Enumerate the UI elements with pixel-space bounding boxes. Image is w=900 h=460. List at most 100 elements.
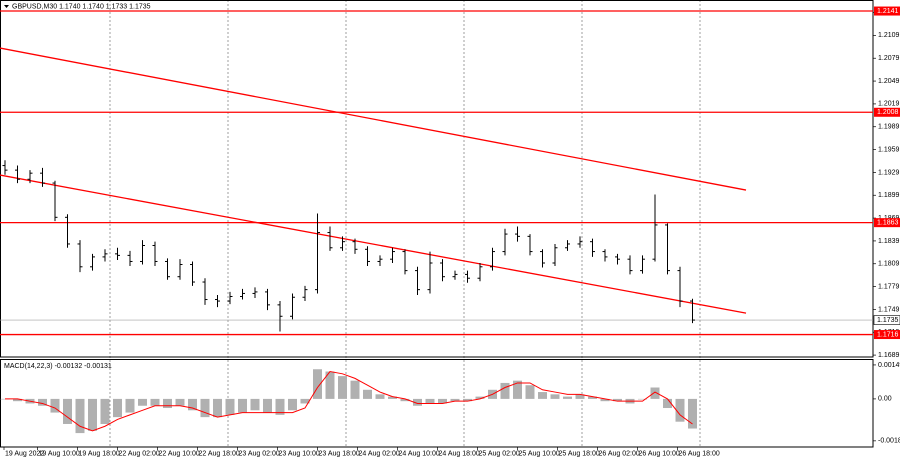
x-tick-label: 22 Aug 10:00 [159, 450, 200, 457]
x-tick-label: 23 Aug 10:00 [279, 450, 320, 457]
macd-bar [525, 385, 535, 399]
x-tick-label: 23 Aug 02:00 [239, 450, 280, 457]
macd-bar [475, 396, 485, 399]
y-tick-label: 1.2079 [878, 55, 900, 62]
macd-bar [100, 398, 110, 424]
y-tick-label: 0.00149 [878, 362, 900, 369]
level-label: 1.1716 [877, 331, 899, 338]
macd-bar [588, 396, 597, 399]
y-tick-label: 1.2049 [878, 78, 900, 85]
x-tick-label: 26 Aug 02:00 [599, 450, 640, 457]
macd-bar [125, 398, 135, 413]
macd-pane-frame [0, 359, 874, 448]
y-tick-label: 1.1959 [878, 146, 900, 153]
main-pane-frame [0, 0, 874, 358]
chart-title: GBPUSD,M30 1.1740 1.1740 1.1733 1.1735 [12, 3, 151, 10]
macd-bar [13, 398, 22, 402]
macd-bar [88, 398, 97, 431]
y-tick-label: 0.00 [878, 396, 892, 403]
x-tick-label: 26 Aug 18:00 [679, 450, 720, 457]
macd-bar [250, 398, 260, 411]
macd-bar [175, 398, 185, 406]
level-label-box [874, 6, 900, 16]
macd-bar [375, 394, 385, 399]
macd-bar [550, 394, 560, 399]
x-tick-label: 19 Aug 10:00 [39, 450, 80, 457]
last-price-label: 1.1735 [877, 317, 899, 324]
level-label-box [874, 218, 900, 228]
macd-bar [300, 398, 310, 404]
macd-bar [38, 398, 47, 406]
y-tick-label: 1.2019 [878, 101, 900, 108]
macd-bar [263, 398, 272, 413]
macd-bar [113, 398, 122, 418]
period-separators [109, 0, 701, 447]
x-tick-label: 19 Aug 18:00 [79, 450, 120, 457]
y-tick-label: 1.1749 [878, 306, 900, 313]
macd-bar [325, 371, 335, 399]
y-tick-label: -0.00184 [878, 438, 900, 445]
y-tick-label: 1.1929 [878, 169, 900, 176]
level-label: 1.2141 [877, 8, 899, 15]
x-tick-label: 24 Aug 02:00 [359, 450, 400, 457]
level-label-box [874, 330, 900, 340]
macd-bar [463, 398, 472, 402]
macd-bar [200, 398, 210, 418]
signal-line [5, 370, 693, 432]
y-tick-label: 1.1809 [878, 261, 900, 268]
macd-bar [50, 398, 60, 413]
macd-bar [313, 369, 322, 399]
macd-bar [613, 398, 622, 402]
macd-bar [425, 398, 435, 404]
macd-bar [288, 398, 297, 411]
macd-bar [213, 398, 222, 418]
macd-bar [600, 398, 610, 402]
x-tick-label: 23 Aug 18:00 [319, 450, 360, 457]
macd-bar [400, 398, 410, 402]
y-tick-label: 1.1689 [878, 352, 900, 359]
macd-bar [450, 398, 460, 402]
x-tick-label: 24 Aug 18:00 [439, 450, 480, 457]
x-tick-label: 25 Aug 02:00 [479, 450, 520, 457]
y-tick-label: 1.2109 [878, 32, 900, 39]
y-tick-label: 1.1839 [878, 238, 900, 245]
macd-bar [663, 398, 672, 409]
level-label: 1.2008 [877, 109, 899, 116]
macd-bar [150, 398, 160, 406]
y-tick-label: 1.1989 [878, 124, 900, 131]
macd-bar [163, 398, 172, 409]
macd-bar [675, 398, 685, 422]
trendline [0, 174, 747, 314]
macd-bar [538, 392, 547, 399]
macd-bar [338, 376, 347, 399]
macd-bar [513, 380, 522, 399]
macd-bar [500, 382, 510, 399]
symbol-marker [4, 5, 9, 8]
x-tick-label: 24 Aug 10:00 [399, 450, 440, 457]
x-tick-label: 25 Aug 18:00 [559, 450, 600, 457]
macd-bar [138, 398, 147, 406]
macd-bar [638, 398, 647, 400]
x-tick-label: 25 Aug 10:00 [519, 450, 560, 457]
macd-bar [438, 398, 447, 404]
macd-bar [650, 387, 660, 399]
macd-bar [575, 394, 585, 399]
x-tick-label: 22 Aug 02:00 [119, 450, 160, 457]
level-label: 1.1863 [877, 219, 899, 226]
macd-bar [275, 398, 285, 415]
macd-bar [563, 396, 572, 399]
y-tick-label: 1.1899 [878, 192, 900, 199]
macd-title: MACD(14,22,3) -0.00132 -0.00131 [4, 363, 112, 370]
macd-bar [688, 398, 697, 429]
macd-bar [388, 396, 397, 399]
trendline [0, 47, 747, 191]
level-label-box [874, 107, 900, 117]
macd-bar [413, 398, 422, 406]
y-tick-label: 1.1779 [878, 283, 900, 290]
macd-bar [63, 398, 72, 424]
macd-bar [75, 398, 85, 434]
macd-bar [350, 380, 360, 399]
macd-bar [363, 389, 372, 399]
